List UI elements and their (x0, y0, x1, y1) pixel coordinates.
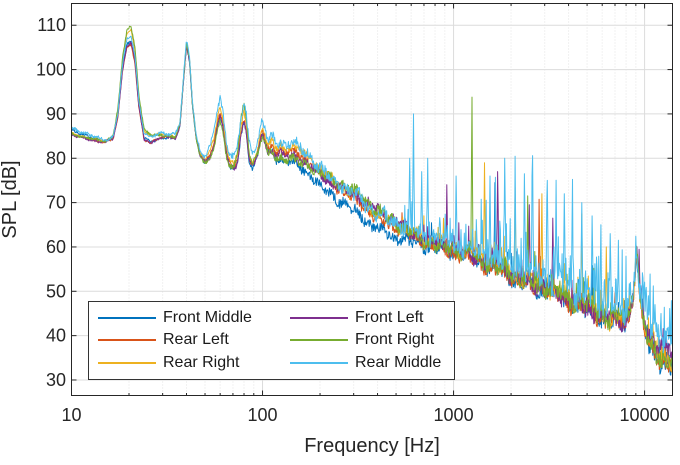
y-axis-label: SPL [dB] (0, 160, 21, 238)
y-tick-label: 70 (46, 193, 66, 213)
legend-item-label: Front Right (355, 331, 435, 349)
y-tick-label: 40 (46, 326, 66, 346)
legend: Front Middle Rear Left Rear Right Front Lef… (88, 301, 455, 380)
legend-item-label: Front Middle (163, 309, 252, 327)
legend-item: Front Middle (98, 307, 290, 329)
legend-item: Rear Right (98, 352, 290, 374)
x-tick-label: 10 (61, 405, 81, 425)
legend-line-sample (98, 317, 156, 320)
tick-labels: 10 100 1000 10000 30 40 50 60 70 80 90 100 110 (36, 15, 670, 425)
legend-item-label: Rear Middle (355, 353, 442, 371)
legend-item: Front Left (290, 307, 450, 329)
legend-item: Rear Middle (290, 352, 450, 374)
y-tick-label: 90 (46, 104, 66, 124)
x-tick-label: 1000 (434, 405, 474, 425)
legend-item-label: Front Left (355, 309, 424, 327)
legend-line-sample (98, 339, 156, 342)
y-tick-label: 60 (46, 237, 66, 257)
x-tick-label: 10000 (620, 405, 670, 425)
legend-item-label: Rear Left (163, 331, 229, 349)
x-tick-label: 100 (248, 405, 278, 425)
y-tick-label: 110 (37, 15, 66, 35)
legend-item-label: Rear Right (163, 353, 240, 371)
legend-line-sample (290, 339, 348, 342)
y-tick-label: 30 (46, 370, 66, 390)
axes-frame (71, 3, 673, 396)
legend-item: Rear Left (98, 329, 290, 351)
legend-item: Front Right (290, 329, 450, 351)
legend-line-sample (290, 317, 348, 320)
data-series (71, 25, 673, 376)
legend-line-sample (98, 361, 156, 364)
y-tick-label: 80 (46, 148, 66, 168)
x-axis-label: Frequency [Hz] (304, 435, 440, 457)
y-tick-label: 100 (36, 60, 66, 80)
legend-line-sample (290, 361, 348, 364)
y-tick-label: 50 (46, 281, 66, 301)
